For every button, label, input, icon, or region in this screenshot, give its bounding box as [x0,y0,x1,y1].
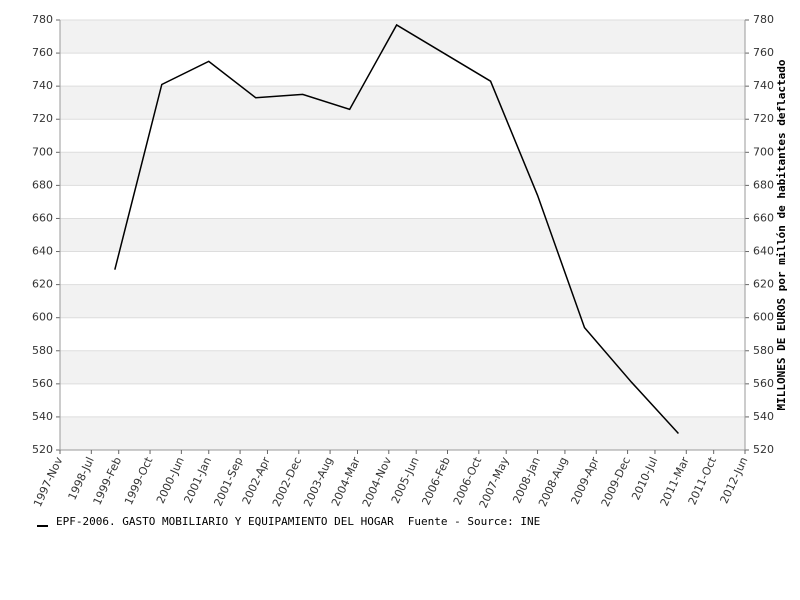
x-tick-label: 2001-Jan [181,455,214,505]
y2-tick-label: 580 [753,344,774,357]
y-tick-label: 700 [32,145,53,158]
y-tick-label: 760 [32,46,53,59]
y2-tick-label: 520 [753,443,774,456]
y2-tick-label: 740 [753,79,774,92]
plot-bands [60,20,745,450]
y-tick-label: 780 [32,13,53,26]
y-tick-label: 580 [32,344,53,357]
y2-tick-label: 660 [753,211,774,224]
y2-tick-label: 700 [753,145,774,158]
grid-band [60,152,745,186]
y-axis-label: MILLONES DE EUROS por millón de habitant… [775,59,788,410]
x-tick-label: 2009-Dec [599,455,633,509]
source-note: Fuente - Source: INE [408,515,540,528]
x-tick-label: 2002-Dec [270,455,304,509]
x-tick-label: 1999-Oct [122,454,156,507]
x-tick-label: 1998-Jul [66,455,97,502]
x-tick-label: 2006-Feb [419,455,453,507]
y2-tick-label: 780 [753,13,774,26]
x-tick-label: 1997-Nov [31,455,66,509]
grid-band [60,86,745,120]
grid-band [60,20,745,54]
data-line [114,23,679,434]
x-tick-label: 2012-Jun [718,455,751,506]
y2-tick-label: 560 [753,377,774,390]
x-tick-label: 2009-Apr [568,455,601,507]
y-tick-label: 560 [32,377,53,390]
y2-tick-label: 600 [753,311,774,324]
grid-band [60,218,745,252]
y-tick-label: 520 [32,443,53,456]
legend-label: EPF-2006. GASTO MOBILIARIO Y EQUIPAMIENT… [56,515,394,528]
y2-tick-label: 760 [753,46,774,59]
grid-band [60,350,745,384]
x-tick-label: 2010-Jul [629,455,660,502]
y-tick-label: 540 [32,410,53,423]
y2-tick-label: 640 [753,245,774,258]
x-tick-label: 2005-Jun [389,455,422,506]
y2-tick-label: 720 [753,112,774,125]
y-tick-label: 720 [32,112,53,125]
y-tick-label: 600 [32,311,53,324]
y-tick-label: 660 [32,211,53,224]
y2-tick-label: 540 [753,410,774,423]
y-tick-label: 640 [32,245,53,258]
y-tick-label: 620 [32,278,53,291]
y2-tick-label: 620 [753,278,774,291]
x-tick-label: 2002-Apr [240,455,273,507]
y-tick-label: 680 [32,178,53,191]
y2-tick-label: 680 [753,178,774,191]
y-tick-label: 740 [32,79,53,92]
grid-band [60,284,745,318]
grid-band [60,416,745,450]
